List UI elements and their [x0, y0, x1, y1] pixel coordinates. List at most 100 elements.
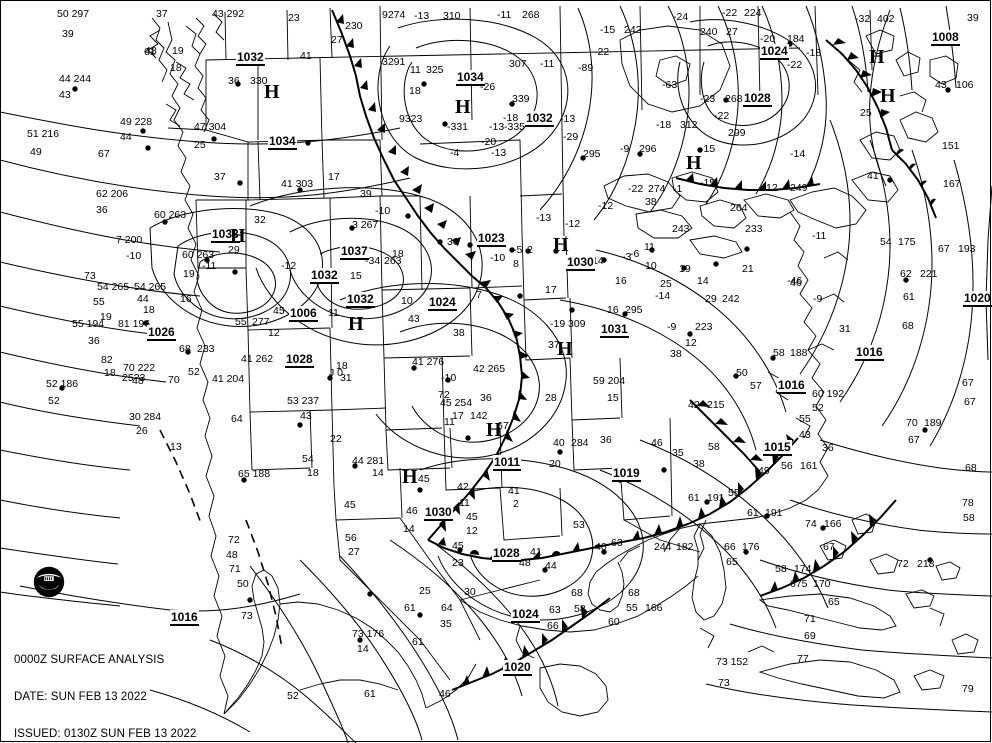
station-observation: -23 — [700, 93, 716, 105]
station-observation: -9 — [620, 143, 630, 155]
station-observation: 268 — [522, 9, 540, 21]
station-markers — [59, 41, 951, 643]
station-observation: 7 — [476, 289, 482, 301]
station-observation: 56 — [345, 532, 357, 544]
station-observation: 295 — [625, 304, 643, 316]
station-observation: 37 — [214, 171, 226, 183]
station-observation: 44 — [120, 131, 132, 143]
station-observation: 47 304 — [194, 121, 227, 133]
station-observation: 19 — [100, 311, 112, 323]
station-observation: 30 284 — [129, 411, 162, 423]
station-observation: 57 — [750, 380, 762, 392]
pressure-center-h: H — [686, 152, 702, 174]
station-observation: 45 — [418, 473, 430, 485]
station-observation: 166 — [824, 518, 842, 530]
isobar-label: 1032 — [310, 268, 339, 284]
station-observation: 189 — [924, 417, 942, 429]
station-observation: 17 — [328, 171, 340, 183]
station-observation: 35 — [440, 618, 452, 630]
station-observation: 40 — [553, 437, 565, 449]
station-observation: 68 — [571, 587, 583, 599]
station-observation: 325 — [426, 64, 444, 76]
station-observation: 38 — [453, 327, 465, 339]
station-observation: 14 — [372, 467, 384, 479]
isobar-label: 1033 — [211, 227, 240, 243]
station-observation: -20 — [760, 33, 776, 45]
station-observation: 61 — [688, 492, 700, 504]
station-observation: 2 — [527, 244, 533, 256]
station-observation: 32 — [254, 214, 266, 226]
pressure-center-h: H — [402, 466, 418, 488]
isobar-label: 1024 — [428, 295, 457, 311]
station-observation: 71 — [229, 563, 241, 575]
station-observation: 43 292 — [212, 8, 245, 20]
station-observation: 68 — [902, 320, 914, 332]
station-observation: 161 — [800, 460, 818, 472]
pressure-center-h: H — [264, 81, 280, 103]
station-observation: 51 216 — [27, 128, 60, 140]
isobar-label: 1032 — [236, 50, 265, 66]
station-observation: 58 — [773, 347, 785, 359]
station-observation: -6 — [630, 248, 640, 260]
station-observation: -1 — [673, 183, 683, 195]
isobar-label: 1032 — [525, 111, 554, 127]
station-observation: 19 — [183, 268, 195, 280]
station-observation: 50 — [736, 367, 748, 379]
station-observation: 27 — [331, 34, 343, 46]
station-observation: 25 — [660, 278, 672, 290]
cold-front-pips-8 — [697, 400, 763, 461]
station-observation: 39 — [967, 12, 979, 24]
station-observation: 9274 — [382, 9, 406, 21]
station-observation: 106 — [956, 79, 974, 91]
station-observation: -12 — [598, 200, 614, 212]
station-observation: 48 — [226, 549, 238, 561]
station-observation: 55 — [799, 413, 811, 425]
station-observation: 9323 — [399, 113, 423, 125]
station-observation: 44 — [137, 293, 149, 305]
station-observation: 36 — [228, 75, 240, 87]
station-observation: 15 — [350, 270, 362, 282]
station-observation: 53 — [573, 519, 585, 531]
station-observation: -9 — [813, 293, 823, 305]
isobar-label: 1030 — [566, 255, 595, 271]
trough-lines — [159, 429, 283, 649]
isobar-label: 1028 — [285, 352, 314, 368]
station-observation: 41 — [300, 50, 312, 62]
station-observation: 73 — [718, 677, 730, 689]
station-observation: -4 — [450, 147, 460, 159]
station-observation: 55 — [626, 602, 638, 614]
station-observation: 52 — [812, 402, 824, 414]
station-observation: 12 — [466, 525, 478, 537]
station-observation: 53 237 — [287, 395, 320, 407]
isobar-label: 1032 — [346, 292, 375, 308]
station-observation: -11 — [497, 9, 512, 21]
station-observation: -46 — [787, 275, 803, 287]
station-observation: 52 — [188, 366, 200, 378]
station-observation: 67 — [964, 396, 976, 408]
station-observation: 45 254 — [440, 397, 473, 409]
station-observation: 249 — [790, 182, 808, 194]
station-observation: 27 — [726, 26, 738, 38]
station-observation: -5 — [513, 244, 523, 256]
isobar-label: 1034 — [268, 134, 297, 150]
pressure-center-h: H — [869, 46, 885, 68]
station-observation: 20 — [549, 458, 561, 470]
station-observation: 36 — [600, 434, 612, 446]
station-observation: 61 — [404, 602, 416, 614]
cold-front-pips-1 — [336, 14, 476, 260]
isobar-label: 1016 — [855, 345, 884, 361]
station-observation: 223 — [695, 321, 713, 333]
station-observation: 69 — [804, 630, 816, 642]
pressure-center-h: H — [348, 313, 364, 335]
station-observation: 49 — [758, 465, 770, 477]
station-observation: 81 196 — [118, 318, 151, 330]
station-observation: 36 — [480, 392, 492, 404]
station-observation: 54 265 — [97, 281, 130, 293]
isobar-label: 1037 — [340, 244, 369, 260]
station-observation: 73 176 — [352, 628, 385, 640]
station-observation: 41 276 — [412, 356, 445, 368]
station-observation: 45 — [452, 540, 464, 552]
station-observation: 11 — [444, 416, 455, 428]
station-observation: 16 — [615, 275, 627, 287]
